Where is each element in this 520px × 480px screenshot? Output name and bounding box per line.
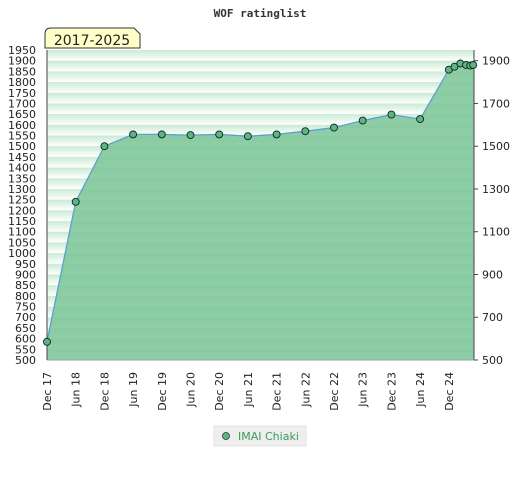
x-tick-label: Dec 20 [213, 372, 226, 411]
legend-label: IMAI Chiaki [238, 430, 299, 443]
left-tick-label: 1850 [8, 65, 36, 78]
x-tick-label: Jun 19 [127, 372, 140, 408]
left-tick-label: 600 [15, 333, 36, 346]
left-tick-label: 1150 [8, 215, 36, 228]
left-tick-label: 1900 [8, 55, 36, 68]
x-tick-label: Jun 21 [242, 372, 255, 408]
left-tick-label: 1500 [8, 140, 36, 153]
data-point [186, 131, 195, 140]
background-stripe [47, 124, 474, 136]
right-tick-label: 1100 [482, 226, 510, 239]
left-tick-label: 1800 [8, 76, 36, 89]
data-point [469, 61, 478, 69]
x-tick-label: Dec 22 [328, 372, 341, 411]
left-tick-label: 650 [15, 322, 36, 335]
left-tick-label: 1650 [8, 108, 36, 121]
left-tick-label: 1250 [8, 194, 36, 207]
data-point [272, 130, 281, 139]
background-stripe [47, 60, 474, 72]
x-tick-label: Dec 17 [41, 372, 54, 411]
left-tick-label: 1750 [8, 87, 36, 100]
right-tick-label: 1900 [482, 55, 510, 68]
data-point [157, 130, 166, 139]
right-tick-labels: 500 700 900 1100 1300 1500 1700 1900 [474, 55, 510, 367]
data-point [330, 123, 338, 132]
background-stripe [47, 82, 474, 93]
x-tick-label: Dec 23 [385, 372, 398, 411]
x-tick-label: Dec 18 [98, 372, 111, 411]
background-stripe [47, 103, 474, 115]
right-tick-label: 500 [482, 354, 503, 367]
period-badge: 2017-2025 [44, 27, 141, 49]
background-stripe [47, 50, 474, 61]
data-point [358, 116, 367, 125]
left-tick-label: 700 [15, 311, 36, 324]
data-point [71, 197, 80, 206]
data-point [416, 115, 425, 124]
left-tick-label: 1050 [8, 236, 36, 249]
background-stripe [47, 114, 474, 125]
data-point [43, 337, 51, 346]
data-point [243, 132, 252, 141]
period-badge-label: 2017-2025 [54, 33, 130, 49]
background-stripe [47, 71, 474, 83]
data-markers [43, 59, 478, 346]
x-tick-label: Dec 24 [443, 372, 456, 411]
left-tick-label: 500 [15, 354, 36, 367]
data-point [301, 127, 310, 136]
left-tick-label: 1200 [8, 204, 36, 217]
right-tick-label: 1300 [482, 183, 510, 196]
x-tick-label: Jun 20 [185, 372, 198, 408]
chart-title: WOF ratinglist [214, 7, 307, 20]
left-tick-label: 550 [15, 343, 36, 356]
left-tick-label: 1300 [8, 183, 36, 196]
x-tick-label: Dec 19 [156, 372, 169, 411]
left-tick-label: 1350 [8, 172, 36, 185]
left-tick-label: 800 [15, 290, 36, 303]
x-tick-label: Jun 22 [299, 372, 312, 408]
x-tick-label: Jun 18 [70, 372, 83, 408]
background-stripe [47, 92, 474, 104]
left-tick-label: 950 [15, 258, 36, 271]
legend-marker [222, 432, 230, 440]
left-tick-label: 1450 [8, 151, 36, 164]
right-tick-label: 900 [482, 268, 503, 281]
left-tick-label: 1700 [8, 97, 36, 110]
x-tick-label: Jun 23 [357, 372, 370, 408]
x-tick-label: Jun 24 [414, 372, 427, 408]
left-tick-label: 1400 [8, 162, 36, 175]
left-tick-label: 850 [15, 279, 36, 292]
data-point [100, 142, 109, 151]
data-point [129, 130, 138, 139]
data-point [387, 110, 396, 119]
left-tick-label: 1100 [8, 226, 36, 239]
data-point [215, 130, 224, 139]
left-tick-label: 1950 [8, 44, 36, 57]
right-tick-label: 1700 [482, 97, 510, 110]
x-tick-labels: Dec 17 Jun 18 Dec 18 Jun 19 Dec 19 Jun 20 Dec … [41, 372, 456, 411]
right-tick-label: 1500 [482, 140, 510, 153]
left-tick-label: 900 [15, 268, 36, 281]
x-tick-label: Dec 21 [271, 372, 284, 411]
legend: IMAI Chiaki [213, 425, 307, 447]
left-tick-label: 750 [15, 301, 36, 314]
left-tick-label: 1000 [8, 247, 36, 260]
left-tick-labels: 5005506006507007508008509009501000105011… [8, 44, 36, 367]
left-tick-label: 1550 [8, 130, 36, 143]
left-tick-label: 1600 [8, 119, 36, 132]
right-tick-label: 700 [482, 311, 503, 324]
rating-area [47, 63, 474, 360]
